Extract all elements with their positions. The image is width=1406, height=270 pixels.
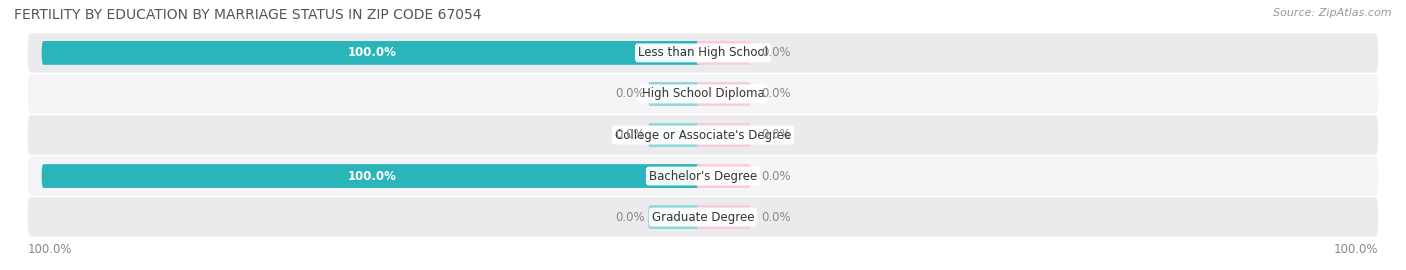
Text: 0.0%: 0.0%: [762, 87, 792, 100]
Text: 0.0%: 0.0%: [762, 170, 792, 183]
Text: 0.0%: 0.0%: [614, 211, 644, 224]
Text: Source: ZipAtlas.com: Source: ZipAtlas.com: [1274, 8, 1392, 18]
FancyBboxPatch shape: [696, 164, 751, 188]
Text: Graduate Degree: Graduate Degree: [652, 211, 754, 224]
Text: Bachelor's Degree: Bachelor's Degree: [650, 170, 756, 183]
Text: High School Diploma: High School Diploma: [641, 87, 765, 100]
Text: 0.0%: 0.0%: [762, 46, 792, 59]
FancyBboxPatch shape: [28, 33, 1378, 73]
Text: 100.0%: 100.0%: [28, 242, 72, 255]
FancyBboxPatch shape: [42, 164, 703, 188]
Text: 0.0%: 0.0%: [762, 129, 792, 141]
Text: 100.0%: 100.0%: [347, 46, 396, 59]
Text: 0.0%: 0.0%: [614, 129, 644, 141]
FancyBboxPatch shape: [42, 41, 703, 65]
FancyBboxPatch shape: [696, 82, 751, 106]
FancyBboxPatch shape: [28, 197, 1378, 237]
Text: 100.0%: 100.0%: [347, 170, 396, 183]
FancyBboxPatch shape: [28, 115, 1378, 155]
FancyBboxPatch shape: [648, 205, 703, 229]
Text: College or Associate's Degree: College or Associate's Degree: [614, 129, 792, 141]
FancyBboxPatch shape: [696, 41, 751, 65]
Text: 100.0%: 100.0%: [1334, 242, 1378, 255]
FancyBboxPatch shape: [696, 205, 751, 229]
FancyBboxPatch shape: [648, 82, 703, 106]
Text: 0.0%: 0.0%: [614, 87, 644, 100]
FancyBboxPatch shape: [28, 74, 1378, 114]
FancyBboxPatch shape: [696, 123, 751, 147]
Text: 0.0%: 0.0%: [762, 211, 792, 224]
Text: FERTILITY BY EDUCATION BY MARRIAGE STATUS IN ZIP CODE 67054: FERTILITY BY EDUCATION BY MARRIAGE STATU…: [14, 8, 482, 22]
FancyBboxPatch shape: [28, 156, 1378, 196]
FancyBboxPatch shape: [648, 123, 703, 147]
Text: Less than High School: Less than High School: [638, 46, 768, 59]
